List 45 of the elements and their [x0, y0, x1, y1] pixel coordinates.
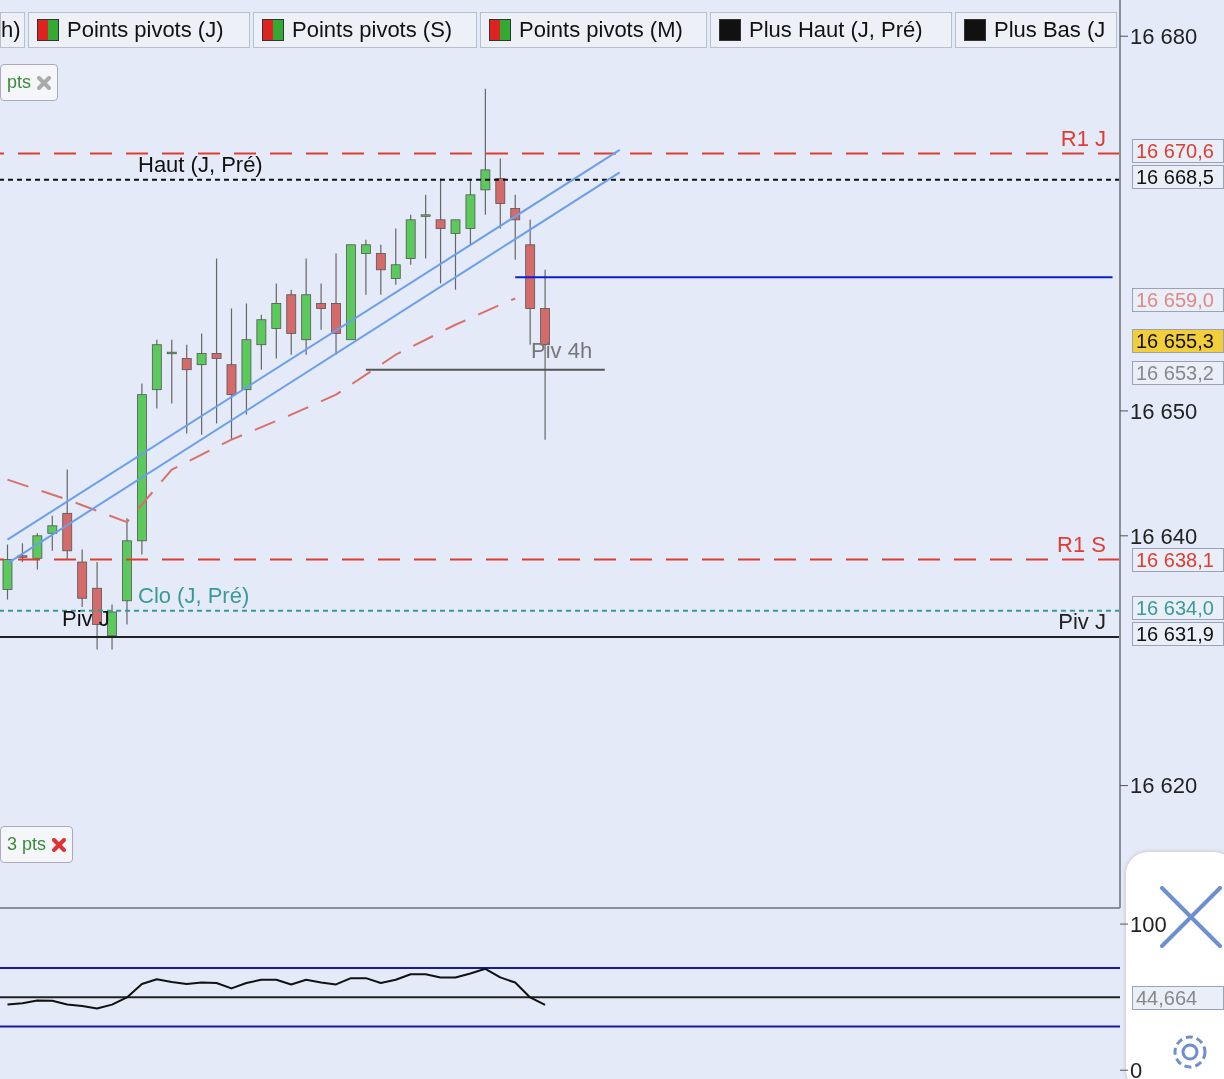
ref-line-label: Haut (J, Pré) [138, 151, 263, 177]
ref-line-label: Clo (J, Pré) [138, 582, 250, 608]
y-tick-label: 16 680 [1130, 24, 1198, 50]
annotation: 3 pts [7, 834, 47, 855]
annotation: Plus Bas (J [994, 17, 1106, 43]
candlestick [107, 603, 117, 651]
y-tick-label: 100 [1130, 911, 1167, 937]
y-tick-label: 16 640 [1130, 523, 1198, 549]
y-tick-label: 16 650 [1130, 398, 1198, 424]
candlestick [435, 178, 446, 285]
line-series [6, 297, 517, 524]
candlestick [420, 194, 431, 260]
text: 16 659,0 [1132, 288, 1224, 312]
text: 16 638,1 [1132, 548, 1224, 572]
text: 44,664 [1132, 986, 1224, 1010]
annotation: Points pivots (J) [67, 17, 224, 43]
candlestick [480, 88, 491, 216]
candlestick [390, 227, 401, 286]
candlestick [47, 515, 58, 552]
text: 16 634,0 [1132, 596, 1224, 620]
candlestick [375, 244, 386, 296]
annotation: Plus Haut (J, Pré) [749, 17, 923, 43]
line-series [6, 967, 547, 1010]
ref-line-label: R1 S [1057, 531, 1106, 557]
ref-line-label: Piv J [1058, 608, 1106, 634]
candlestick [166, 339, 177, 405]
text: 16 653,2 [1132, 361, 1224, 385]
annotation: Points pivots (S) [292, 17, 453, 43]
candlestick [316, 282, 326, 331]
candlestick [196, 332, 207, 436]
annotation: Points pivots (M) [519, 17, 683, 43]
text: 16 668,5 [1132, 165, 1224, 189]
y-tick-label: 16 620 [1130, 773, 1198, 799]
candlestick [450, 219, 461, 291]
candlestick [211, 257, 222, 424]
text: 16 655,3 [1132, 329, 1224, 353]
text: 16 631,9 [1132, 622, 1224, 646]
text: 16 670,6 [1132, 139, 1224, 163]
candlestick [181, 344, 192, 434]
annotation: h) [1, 17, 21, 43]
candlestick [32, 532, 43, 571]
y-tick-label: 0 [1130, 1058, 1143, 1079]
annotation: pts [7, 72, 32, 93]
candlestick [361, 239, 371, 296]
ref-line-label: R1 J [1060, 125, 1106, 151]
